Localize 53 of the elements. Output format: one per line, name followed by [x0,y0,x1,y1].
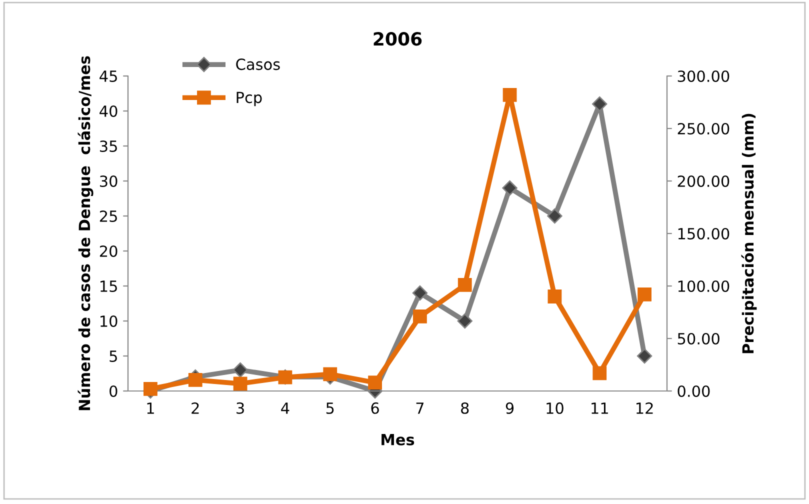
x-tick-label: 12 [636,402,653,414]
legend-label: Pcp [236,92,262,106]
point [412,285,428,301]
point [502,88,517,102]
y-tick-label: 15 [100,280,117,292]
y2-tick-label: 300.00 [678,70,730,82]
y-tick-label: 25 [100,210,117,222]
point [188,373,202,387]
y2-axis-title: Precipitación mensual (mm) [741,114,757,354]
x-tick-label: 1 [147,402,154,414]
y2-tick-label: 100.00 [678,280,730,292]
y2-tick-label: 200.00 [678,175,730,188]
y-tick-label: 40 [100,105,118,118]
point [548,290,562,304]
x-tick-label: 8 [461,402,469,414]
point [144,382,158,396]
point [368,376,382,390]
point [592,96,608,112]
x-tick-label: 11 [592,402,608,414]
y2-tick-label: 0.00 [678,385,710,398]
point [638,287,652,302]
x-tick-label: 5 [326,402,334,414]
point [233,376,248,391]
point [636,348,652,364]
x-tick-label: 4 [281,402,290,414]
y2-tick-label: 150.00 [678,228,730,240]
y-tick-label: 45 [100,70,117,82]
point [232,362,248,378]
y-axis-title: Número de casos de Dengue clásico/mes [78,56,94,410]
point [502,180,518,196]
y-tick-label: 10 [100,315,118,328]
x-tick-label: 10 [546,402,564,414]
x-tick-label: 2 [192,402,199,414]
point [547,208,562,224]
point [323,367,338,382]
point [458,278,472,292]
chart-title: 2006 [374,32,422,46]
y-tick-label: 20 [100,245,118,258]
point [592,366,607,380]
y-tick-label: 5 [110,350,117,362]
x-tick-label: 6 [371,402,379,414]
point [413,310,427,324]
x-tick-label: 3 [236,402,244,414]
y2-tick-label: 250.00 [678,122,730,135]
y-tick-label: 30 [100,175,118,188]
y2-tick-label: 50.00 [678,332,720,345]
legend-label: Casos [236,58,280,70]
y-tick-label: 35 [100,140,117,152]
y-tick-label: 0 [110,385,118,398]
x-tick-label: 7 [416,402,424,414]
point [457,313,472,329]
x-tick-label: 9 [506,402,514,414]
x-axis-title: Mes [382,434,414,446]
